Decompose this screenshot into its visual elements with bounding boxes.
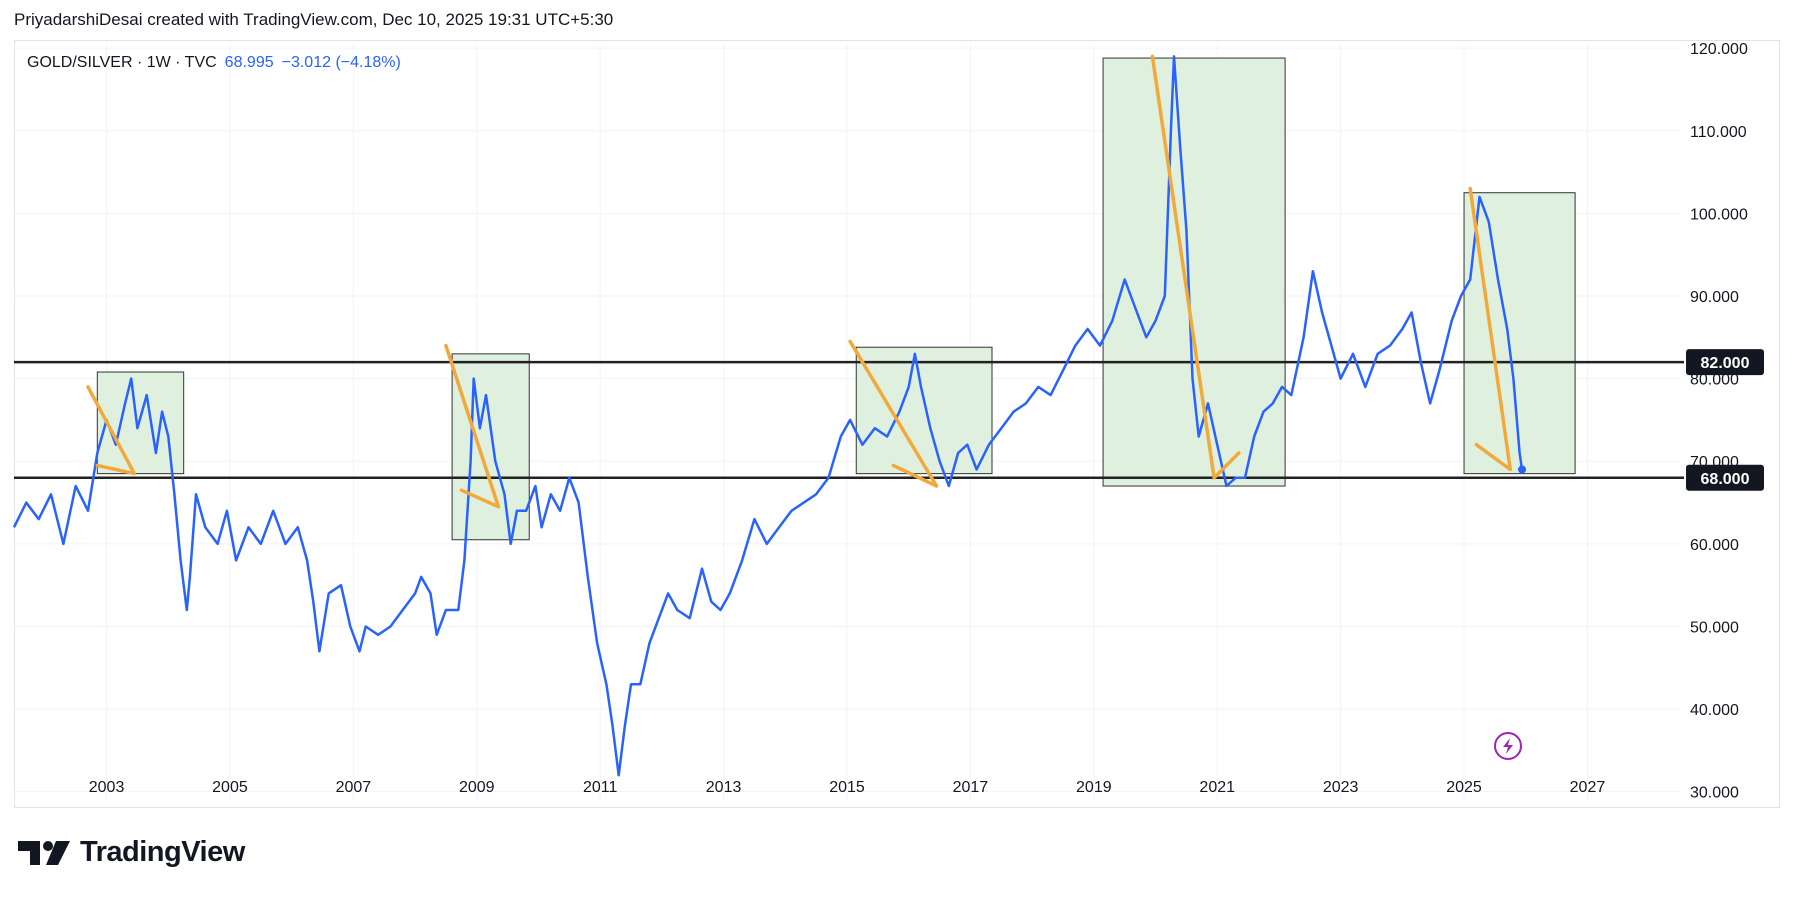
y-tick-label: 30.000 [1690,785,1739,802]
x-tick-label: 2021 [1199,779,1235,796]
x-tick-label: 2015 [829,779,865,796]
x-tick-label: 2007 [336,779,372,796]
y-tick-label: 60.000 [1690,537,1739,554]
price-series [12,55,1527,777]
x-axis: 2003 2005 2007 2009 2011 2013 2015 2017 2019 2021… [89,779,1606,796]
price-label-bg [1686,464,1764,491]
x-tick-label: 2003 [89,779,125,796]
trend-arrows [86,54,1513,509]
x-tick-label: 2009 [459,779,495,796]
price-label: 68.000 [1701,471,1750,488]
legend-last-price: 68.995 [224,54,274,71]
trend-arrow [1150,54,1241,480]
trend-arrow [86,385,137,476]
y-tick-label: 120.000 [1690,41,1748,58]
highlight-box [1102,57,1286,487]
x-tick-label: 2017 [953,779,989,796]
x-tick-label: 2005 [212,779,248,796]
lightning-icon[interactable] [1494,732,1522,760]
trend-arrow [848,339,939,488]
legend-symbol[interactable]: GOLD/SILVER · 1W · TVC [27,54,217,71]
trend-arrow [1468,186,1513,472]
y-tick-label: 40.000 [1690,702,1739,719]
y-tick-label: 90.000 [1690,289,1739,306]
brand[interactable]: TradingView [18,836,245,869]
series-line [12,55,1524,777]
x-tick-label: 2023 [1323,779,1359,796]
chart-caption: PriyadarshiDesai created with TradingVie… [14,10,614,29]
x-tick-label: 2011 [583,779,618,796]
trend-arrow [444,343,501,509]
overlay [1494,732,1522,760]
x-tick-label: 2025 [1446,779,1482,796]
y-tick-label: 110.000 [1690,124,1747,141]
chart-area[interactable] [14,40,1780,808]
horizontal-lines [14,360,1684,480]
price-label-bg [1686,349,1764,376]
y-tick-label: 100.000 [1690,206,1748,223]
x-tick-label: 2027 [1570,779,1606,796]
highlight-box [1463,192,1576,475]
highlight-box [451,353,530,541]
chart-legend: GOLD/SILVER · 1W · TVC 68.995 −3.012 (−4.1… [27,54,401,72]
y-tick-label: 80.000 [1690,372,1739,389]
last-price-marker [1518,465,1527,474]
price-label: 82.000 [1701,355,1750,372]
legend-change: −3.012 (−4.18%) [281,54,401,71]
y-tick-label: 50.000 [1690,619,1739,636]
tradingview-logo-icon [18,840,70,865]
x-tick-label: 2019 [1076,779,1112,796]
grid [14,44,1680,800]
y-axis: 120.000110.000100.00090.00080.00070.0006… [1686,41,1764,802]
brand-name: TradingView [80,836,245,868]
x-tick-label: 2013 [706,779,742,796]
